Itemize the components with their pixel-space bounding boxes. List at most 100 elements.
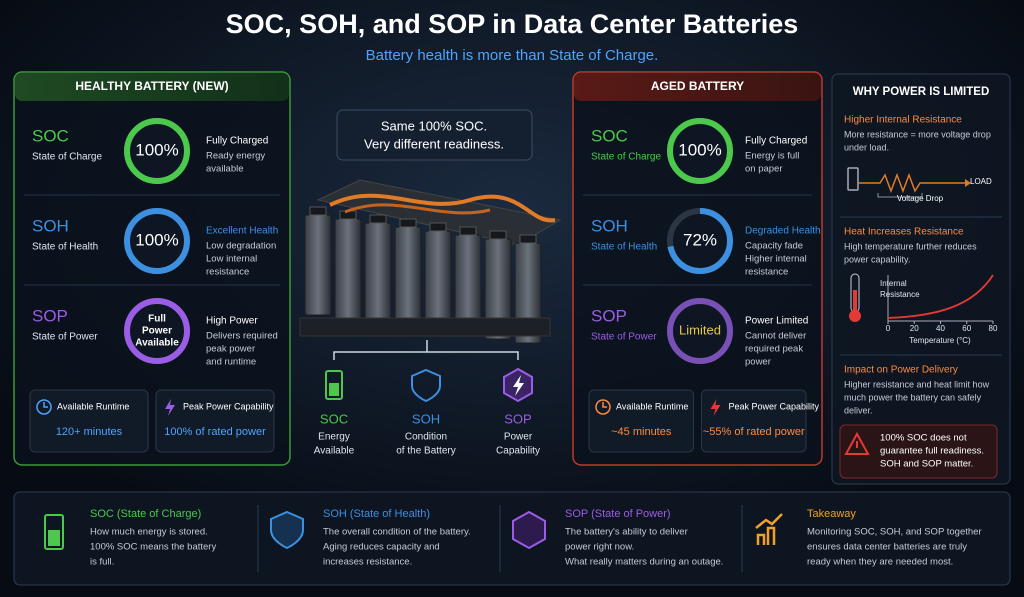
- warning-text: 100% SOC does not: [880, 433, 967, 444]
- status: Power Limited: [745, 316, 808, 327]
- resistance-curve: [887, 274, 994, 319]
- status-detail: Higher internal: [745, 254, 807, 265]
- status: Degraded Health: [745, 226, 821, 237]
- status-detail: Delivers required: [206, 331, 278, 342]
- title: SOC, SOH, and SOP in Data Center Batteri…: [226, 9, 799, 39]
- cell-terminal: [489, 230, 507, 240]
- gauge-text: Power: [142, 326, 172, 337]
- panel-header: [15, 73, 289, 101]
- load-label: LOAD: [970, 177, 992, 186]
- bolt-icon: [513, 375, 524, 396]
- x-tick-label: 20: [910, 324, 919, 333]
- chart-y-label: Resistance: [880, 290, 920, 299]
- gauge-label: 100%: [135, 140, 178, 159]
- subtitle: Battery health is more than State of Cha…: [366, 47, 659, 64]
- gauge-ring: [667, 298, 733, 364]
- footer-battery: [44, 514, 64, 550]
- gauge-arc: [667, 208, 733, 274]
- section-heading: Higher Internal Resistance: [844, 115, 962, 126]
- status-detail: Low degradation: [206, 241, 276, 252]
- footer-title: SOH (State of Health): [323, 508, 430, 520]
- gauge-text: Available: [135, 338, 179, 349]
- item-text: Power: [504, 432, 533, 443]
- x-tick-label: 0: [886, 324, 891, 333]
- gauge-arc: [124, 208, 190, 274]
- footer-growth: [755, 513, 783, 545]
- cell-terminal: [369, 214, 387, 224]
- sidebar: [831, 73, 1011, 485]
- status: Fully Charged: [745, 136, 807, 147]
- metric-abbr: SOP: [32, 306, 68, 325]
- item-text: Energy: [318, 432, 350, 443]
- drop-bracket: [877, 193, 923, 198]
- metric-abbr: SOP: [591, 306, 627, 325]
- gauge-arc: [124, 118, 190, 184]
- footer-shield: [270, 510, 304, 550]
- footer-text: How much energy is stored.: [90, 527, 208, 538]
- section-text: power capability.: [844, 254, 910, 264]
- section-text: under load.: [844, 142, 889, 152]
- metric-name: State of Power: [32, 332, 98, 343]
- chart-y-label: Internal: [880, 279, 907, 288]
- bolt-icon: [165, 399, 175, 416]
- gauge-label: 100%: [135, 230, 178, 249]
- metric-name: State of Health: [32, 242, 98, 253]
- cable: [344, 203, 491, 215]
- metric-abbr: SOH: [32, 216, 69, 235]
- panel-title: AGED BATTERY: [651, 79, 744, 93]
- stat-value: 100% of rated power: [164, 426, 266, 438]
- footer-text: What really matters during an outage.: [565, 557, 723, 568]
- metric-abbr: SOH: [591, 216, 628, 235]
- cell-terminal: [519, 234, 537, 244]
- status-detail: resistance: [745, 267, 788, 278]
- stat-box: [155, 389, 275, 453]
- item-abbr: SOP: [504, 411, 531, 426]
- status-detail: Cannot deliver: [745, 331, 806, 342]
- thermometer-bulb: [849, 310, 861, 322]
- item-text: Available: [314, 446, 355, 457]
- cell-terminal: [459, 226, 477, 236]
- footer-text: is full.: [90, 557, 114, 568]
- footer-title: SOC (State of Charge): [90, 508, 201, 520]
- item-text: Condition: [405, 432, 447, 443]
- clock-icon: [595, 399, 611, 415]
- footer-text: increases resistance.: [323, 557, 412, 568]
- battery-icon: [325, 370, 343, 400]
- status-detail: required peak: [745, 344, 803, 355]
- footer-title: SOP (State of Power): [565, 508, 671, 520]
- item-abbr: SOH: [412, 411, 440, 426]
- gauge-arc: [667, 118, 733, 184]
- status-detail: available: [206, 164, 244, 175]
- footer-text: 100% SOC means the battery: [90, 542, 216, 553]
- clock-hands: [602, 402, 607, 408]
- item-text: of the Battery: [396, 446, 455, 457]
- stat-label: Available Runtime: [616, 401, 688, 411]
- callout: [336, 109, 533, 161]
- cell-terminal: [399, 218, 417, 228]
- footer-text: power right now.: [565, 542, 634, 553]
- item-abbr: SOC: [320, 411, 348, 426]
- item-text: Capability: [496, 446, 540, 457]
- sidebar-title: WHY POWER IS LIMITED: [853, 86, 990, 98]
- footer-text: ensures data center batteries are truly: [807, 542, 967, 553]
- stat-box: [29, 389, 149, 453]
- warning-icon: [844, 431, 870, 455]
- stat-value: ~45 minutes: [611, 426, 672, 438]
- stat-label: Peak Power Capability: [183, 401, 274, 411]
- x-tick-label: 60: [962, 324, 971, 333]
- status-detail: Energy is full: [745, 151, 799, 162]
- metric-name: State of Power: [591, 332, 657, 343]
- section-heading: Impact on Power Delivery: [844, 365, 958, 376]
- cable: [329, 193, 556, 223]
- arrow-head: [965, 179, 971, 187]
- thermometer-level: [853, 290, 857, 312]
- footer-text: Monitoring SOC, SOH, and SOP together: [807, 527, 982, 538]
- shield-icon: [411, 368, 441, 403]
- battery-cell: [334, 218, 362, 320]
- rack-base: [299, 317, 551, 337]
- panel-header: [574, 73, 821, 101]
- stat-value: ~55% of rated power: [703, 426, 805, 438]
- status-detail: Ready energy: [206, 151, 265, 162]
- status: Excellent Health: [206, 226, 278, 237]
- clock-icon: [36, 399, 52, 415]
